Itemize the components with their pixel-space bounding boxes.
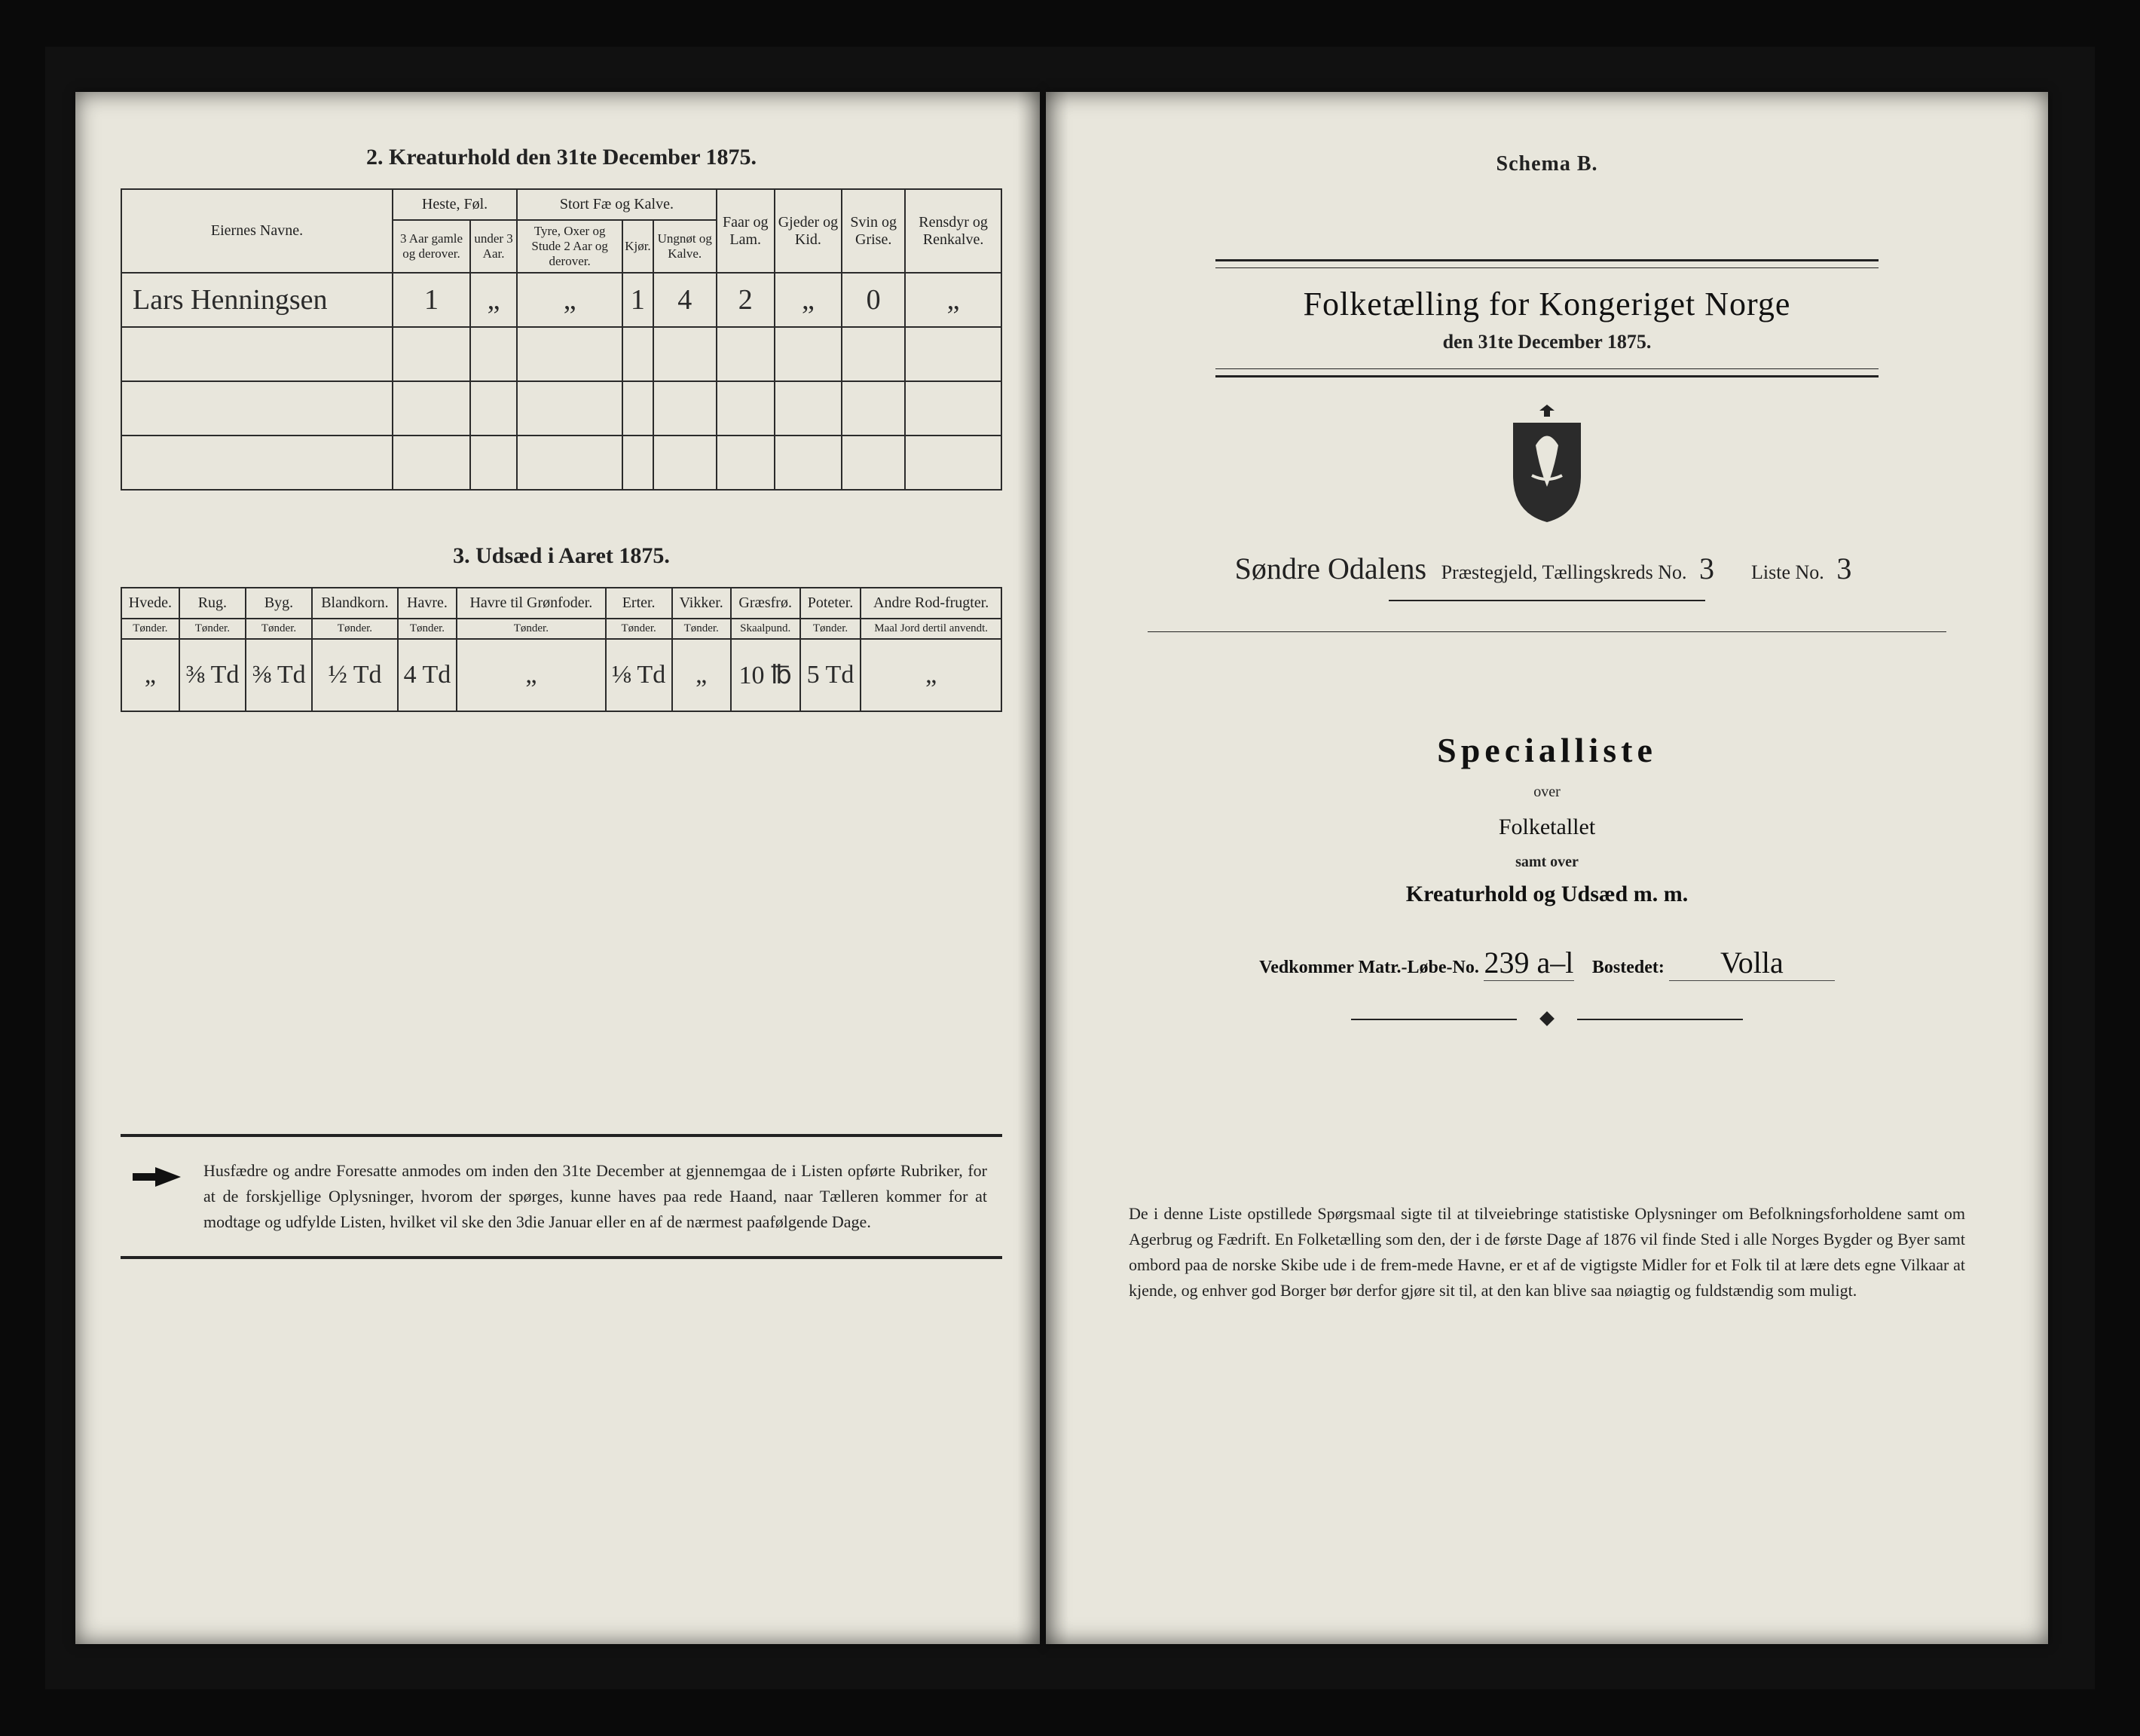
specialliste-heading: Specialliste xyxy=(1114,730,1980,770)
col-havre: Havre. xyxy=(398,588,457,619)
bostedet-label: Bostedet: xyxy=(1592,958,1665,977)
cell-rug: ⅜ Td xyxy=(179,639,246,711)
table-row xyxy=(121,436,1001,490)
census-date: den 31te December 1875. xyxy=(1215,331,1879,353)
cell-bland: ½ Td xyxy=(312,639,398,711)
cell-havre-gr: „ xyxy=(457,639,605,711)
section2-heading: 2. Kreaturhold den 31te December 1875. xyxy=(121,145,1002,170)
coat-of-arms-icon xyxy=(1498,400,1596,528)
col-byg: Byg. xyxy=(246,588,312,619)
sub-tonder: Tønder. xyxy=(121,619,179,639)
cell-erter: ⅛ Td xyxy=(606,639,672,711)
col-erter: Erter. xyxy=(606,588,672,619)
col-heste-u3: under 3 Aar. xyxy=(470,220,517,273)
bostedet-value: Volla xyxy=(1669,945,1835,981)
col-svin: Svin og Grise. xyxy=(842,189,905,273)
matr-label: Vedkommer Matr.-Løbe-No. xyxy=(1259,958,1479,977)
locality-name: Søndre Odalens xyxy=(1235,552,1426,585)
left-footnote: Husfædre og andre Foresatte anmodes om i… xyxy=(121,1134,1002,1259)
col-andre-rodfrugter: Andre Rod-frugter. xyxy=(861,588,1001,619)
col-stort-fae: Stort Fæ og Kalve. xyxy=(517,189,717,220)
right-paragraph: De i denne Liste opstillede Spørgsmaal s… xyxy=(1114,1201,1980,1304)
scan-frame: 2. Kreaturhold den 31te December 1875. E… xyxy=(45,47,2095,1689)
col-faar: Faar og Lam. xyxy=(717,189,775,273)
table-row: „ ⅜ Td ⅜ Td ½ Td 4 Td „ ⅛ Td „ 10 ℔ 5 Td… xyxy=(121,639,1001,711)
title-band: Folketælling for Kongeriget Norge den 31… xyxy=(1215,259,1879,377)
col-graesfro: Græsfrø. xyxy=(731,588,800,619)
praestegjeld-label: Præstegjeld, Tællingskreds No. xyxy=(1441,561,1687,583)
kreaturhold-label: Kreaturhold og Udsæd m. m. xyxy=(1114,882,1980,907)
col-kjor: Kjør. xyxy=(622,220,653,273)
col-poteter: Poteter. xyxy=(800,588,861,619)
sub-maal-jord: Maal Jord dertil anvendt. xyxy=(861,619,1001,639)
cell-owner-name: Lars Henningsen xyxy=(121,273,393,327)
folketallet-label: Folketallet xyxy=(1114,815,1980,840)
sub-tonder: Tønder. xyxy=(246,619,312,639)
census-title: Folketælling for Kongeriget Norge xyxy=(1215,285,1879,323)
cell-hvede: „ xyxy=(121,639,179,711)
locality-line: Søndre Odalens Præstegjeld, Tællingskred… xyxy=(1114,551,1980,586)
cell-svin: 0 xyxy=(842,273,905,327)
table-row xyxy=(121,381,1001,436)
cell-kjor: 1 xyxy=(622,273,653,327)
sub-tonder: Tønder. xyxy=(606,619,672,639)
sub-skaalpund: Skaalpund. xyxy=(731,619,800,639)
table-row: Lars Henningsen 1 „ „ 1 4 2 „ 0 „ xyxy=(121,273,1001,327)
col-ungnot: Ungnøt og Kalve. xyxy=(653,220,717,273)
cell-tyre: „ xyxy=(517,273,622,327)
col-havre-gronfoder: Havre til Grønfoder. xyxy=(457,588,605,619)
table-row xyxy=(121,327,1001,381)
cell-gjed: „ xyxy=(775,273,842,327)
matr-line: Vedkommer Matr.-Løbe-No. 239 a–l Bostede… xyxy=(1114,945,1980,981)
col-ren: Rensdyr og Renkalve. xyxy=(905,189,1001,273)
col-heste: Heste, Føl. xyxy=(393,189,517,220)
table-udsaed: Hvede. Rug. Byg. Blandkorn. Havre. Havre… xyxy=(121,587,1002,712)
col-eiernes-navne: Eiernes Navne. xyxy=(121,189,393,273)
cell-andre: „ xyxy=(861,639,1001,711)
sub-tonder: Tønder. xyxy=(457,619,605,639)
liste-no-label: Liste No. xyxy=(1751,561,1824,583)
col-hvede: Hvede. xyxy=(121,588,179,619)
samt-over-label: samt over xyxy=(1114,854,1980,871)
sub-tonder: Tønder. xyxy=(800,619,861,639)
schema-label: Schema B. xyxy=(1114,152,1980,176)
liste-no: 3 xyxy=(1829,551,1859,586)
cell-faar: 2 xyxy=(717,273,775,327)
over-label: over xyxy=(1114,784,1980,801)
col-tyre: Tyre, Oxer og Stude 2 Aar og derover. xyxy=(517,220,622,273)
table-kreaturhold: Eiernes Navne. Heste, Føl. Stort Fæ og K… xyxy=(121,188,1002,491)
cell-graes: 10 ℔ xyxy=(731,639,800,711)
col-rug: Rug. xyxy=(179,588,246,619)
sub-tonder: Tønder. xyxy=(398,619,457,639)
sub-tonder: Tønder. xyxy=(672,619,731,639)
cell-byg: ⅜ Td xyxy=(246,639,312,711)
col-blandkorn: Blandkorn. xyxy=(312,588,398,619)
cell-ren: „ xyxy=(905,273,1001,327)
footnote-text: Husfædre og andre Foresatte anmodes om i… xyxy=(203,1161,987,1231)
kreds-no: 3 xyxy=(1692,551,1722,586)
cell-havre: 4 Td xyxy=(398,639,457,711)
left-page: 2. Kreaturhold den 31te December 1875. E… xyxy=(75,92,1040,1644)
ornamental-rule xyxy=(1351,1011,1743,1028)
col-gjeder: Gjeder og Kid. xyxy=(775,189,842,273)
section3-heading: 3. Udsæd i Aaret 1875. xyxy=(121,543,1002,569)
col-vikker: Vikker. xyxy=(672,588,731,619)
right-page: Schema B. Folketælling for Kongeriget No… xyxy=(1046,92,2048,1644)
matr-no: 239 a–l xyxy=(1484,945,1574,981)
cell-ungnot: 4 xyxy=(653,273,717,327)
cell-potet: 5 Td xyxy=(800,639,861,711)
cell-heste3: 1 xyxy=(393,273,470,327)
sub-tonder: Tønder. xyxy=(312,619,398,639)
sub-tonder: Tønder. xyxy=(179,619,246,639)
cell-vikker: „ xyxy=(672,639,731,711)
col-heste-3aar: 3 Aar gamle og derover. xyxy=(393,220,470,273)
pointing-hand-icon xyxy=(131,1163,184,1191)
cell-heste-u3: „ xyxy=(470,273,517,327)
